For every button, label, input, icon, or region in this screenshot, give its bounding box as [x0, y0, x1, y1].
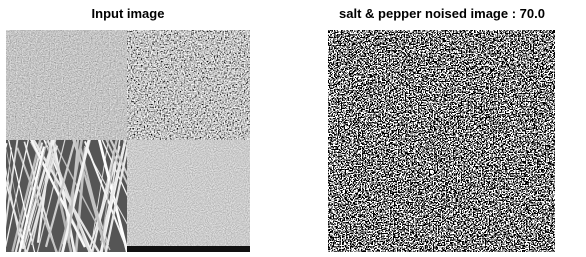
straw-line	[0, 128, 4, 248]
figure: Input image salt & pepper noised image :…	[0, 0, 586, 252]
panel-title: salt & pepper noised image : 70.0	[339, 6, 545, 21]
image-edge	[127, 246, 250, 252]
straw-line	[0, 143, 3, 252]
page: {"panels": [{"title": "Input image"}, {"…	[0, 0, 586, 252]
straw-line	[0, 143, 7, 252]
noised-image	[328, 30, 555, 252]
panel-title: Input image	[92, 6, 165, 21]
texture-quadrant	[6, 30, 127, 140]
input-image	[0, 30, 250, 252]
texture-quadrant	[127, 30, 250, 140]
texture-quadrant	[127, 140, 250, 252]
